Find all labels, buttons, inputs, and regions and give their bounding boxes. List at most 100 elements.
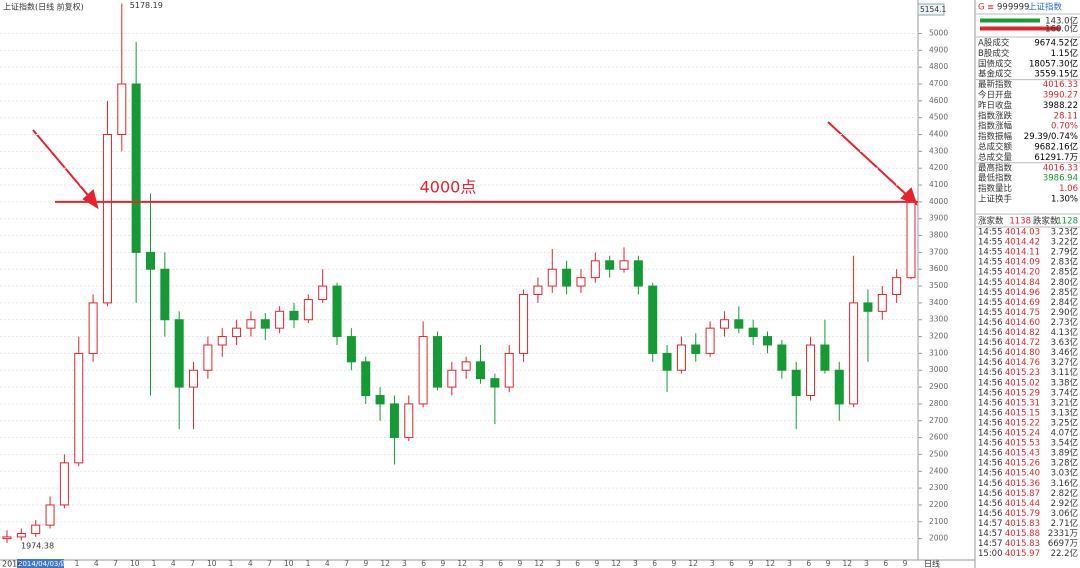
x-tick-label: 7: [113, 559, 118, 568]
candle-body: [418, 336, 428, 405]
top-label-box: [917, 3, 945, 16]
tick-volume: 3.89亿: [1051, 448, 1078, 459]
stat-value: 9682.16亿: [1034, 142, 1078, 153]
y-tick-label: 2400: [929, 466, 948, 475]
x-tick-label: 4: [325, 559, 330, 568]
candle-body: [676, 344, 686, 371]
top-label: 5154.1: [920, 5, 946, 14]
candle-body: [361, 361, 371, 397]
tick-time: 14:56: [978, 479, 1003, 489]
x-tick-label: 1: [229, 559, 234, 568]
tick-time: 14:56: [978, 368, 1003, 378]
stat-label: 指数涨跌: [978, 110, 1013, 121]
candle-body: [877, 293, 887, 312]
tick-time: 14:56: [978, 469, 1003, 479]
tick-volume: 3.25亿: [1051, 417, 1078, 428]
stat-value: 28.11: [1054, 111, 1078, 121]
tick-price: 4014.82: [1005, 328, 1040, 338]
tick-volume: 2.73亿: [1051, 317, 1078, 328]
reference-label: 4000点: [420, 177, 477, 196]
tick-price: 4015.29: [1005, 388, 1040, 398]
tick-volume: 3.21亿: [1051, 397, 1078, 408]
tick-time: 14:56: [978, 449, 1003, 459]
x-tick-label: 9: [363, 559, 368, 568]
candle-body: [662, 352, 672, 371]
y-tick-label: 4900: [929, 45, 948, 54]
candle-body: [275, 310, 285, 329]
stat-label: 最低指数: [978, 173, 1013, 184]
stat-value: 4016.33: [1043, 80, 1078, 90]
tick-time: 14:57: [978, 529, 1003, 539]
candle-body: [806, 344, 816, 397]
x-tick-label: 3: [479, 559, 484, 568]
stat-value: 9674.52亿: [1034, 38, 1078, 49]
candle-body: [777, 344, 787, 371]
volume-label: 143.0亿: [1045, 16, 1078, 27]
stat-label: 指数振幅: [978, 131, 1013, 142]
tick-volume: 3.46亿: [1051, 347, 1078, 358]
tick-price: 4015.97: [1005, 549, 1040, 559]
candle-body: [605, 260, 615, 270]
candle-body: [763, 336, 773, 346]
candle-body: [131, 83, 141, 253]
tick-time: 14:56: [978, 509, 1003, 519]
stat-value: 1.06: [1059, 184, 1078, 194]
tick-volume: 2.83亿: [1051, 257, 1078, 268]
header-code: 999999: [997, 3, 1029, 13]
stat-value: 1.30%: [1051, 195, 1078, 205]
tick-time: 14:57: [978, 519, 1003, 529]
x-cursor-label: 2014/04/03/四: [18, 560, 68, 568]
tick-volume: 2.80亿: [1051, 277, 1078, 288]
candle-body: [2, 536, 12, 540]
tick-time: 14:55: [978, 268, 1003, 278]
y-tick-label: 3900: [929, 214, 948, 223]
candle-body: [260, 319, 270, 329]
x-tick-label: 4: [94, 559, 99, 568]
x-tick-label: 7: [190, 559, 195, 568]
tick-volume: 22.2亿: [1051, 548, 1078, 559]
y-tick-label: 5000: [929, 29, 948, 38]
breadth-label: 涨家数: [978, 216, 1004, 227]
tick-volume: 3.28亿: [1051, 458, 1078, 469]
tick-price: 4015.23: [1005, 368, 1040, 378]
tick-time: 14:56: [978, 378, 1003, 388]
y-tick-label: 3400: [929, 298, 948, 307]
y-tick-label: 2000: [929, 534, 948, 543]
header-mark: G: [978, 3, 985, 13]
x-tick-label: 12: [765, 559, 775, 568]
stat-label: 最高指数: [978, 162, 1013, 173]
tick-price: 4014.80: [1005, 348, 1040, 358]
candle-body: [432, 336, 442, 388]
tick-volume: 3.13亿: [1051, 407, 1078, 418]
tick-time: 14:56: [978, 429, 1003, 439]
tick-price: 4014.20: [1005, 268, 1040, 278]
candle-body: [748, 327, 758, 338]
tick-time: 14:56: [978, 328, 1003, 338]
tick-volume: 2331万: [1048, 529, 1078, 539]
candle-body: [303, 299, 313, 321]
stat-label: B股成交: [978, 48, 1010, 59]
arrow-head: [82, 189, 99, 210]
x-tick-label: 12: [611, 559, 621, 568]
tick-volume: 3.03亿: [1051, 468, 1078, 479]
tick-volume: 3.27亿: [1051, 357, 1078, 368]
candle-body: [906, 201, 916, 279]
x-tick-label: 1: [306, 559, 311, 568]
candle-body: [691, 344, 701, 354]
candle-body: [461, 361, 471, 371]
tick-time: 14:55: [978, 258, 1003, 268]
stat-label: 指数涨幅: [978, 121, 1013, 132]
breadth-value: 1128: [1056, 217, 1078, 227]
header-menu: ≡: [987, 3, 994, 13]
x-tick-label: 3: [710, 559, 715, 568]
candle-body: [562, 268, 572, 287]
x-tick-label: 9: [595, 559, 600, 568]
candle-body: [834, 369, 844, 405]
tick-time: 14:57: [978, 539, 1003, 549]
candle-body: [476, 361, 486, 380]
candle-body: [31, 524, 41, 535]
y-tick-label: 3100: [929, 348, 948, 357]
tick-time: 14:56: [978, 489, 1003, 499]
tick-time: 14:55: [978, 278, 1003, 288]
stat-value: 3559.15亿: [1034, 69, 1078, 80]
